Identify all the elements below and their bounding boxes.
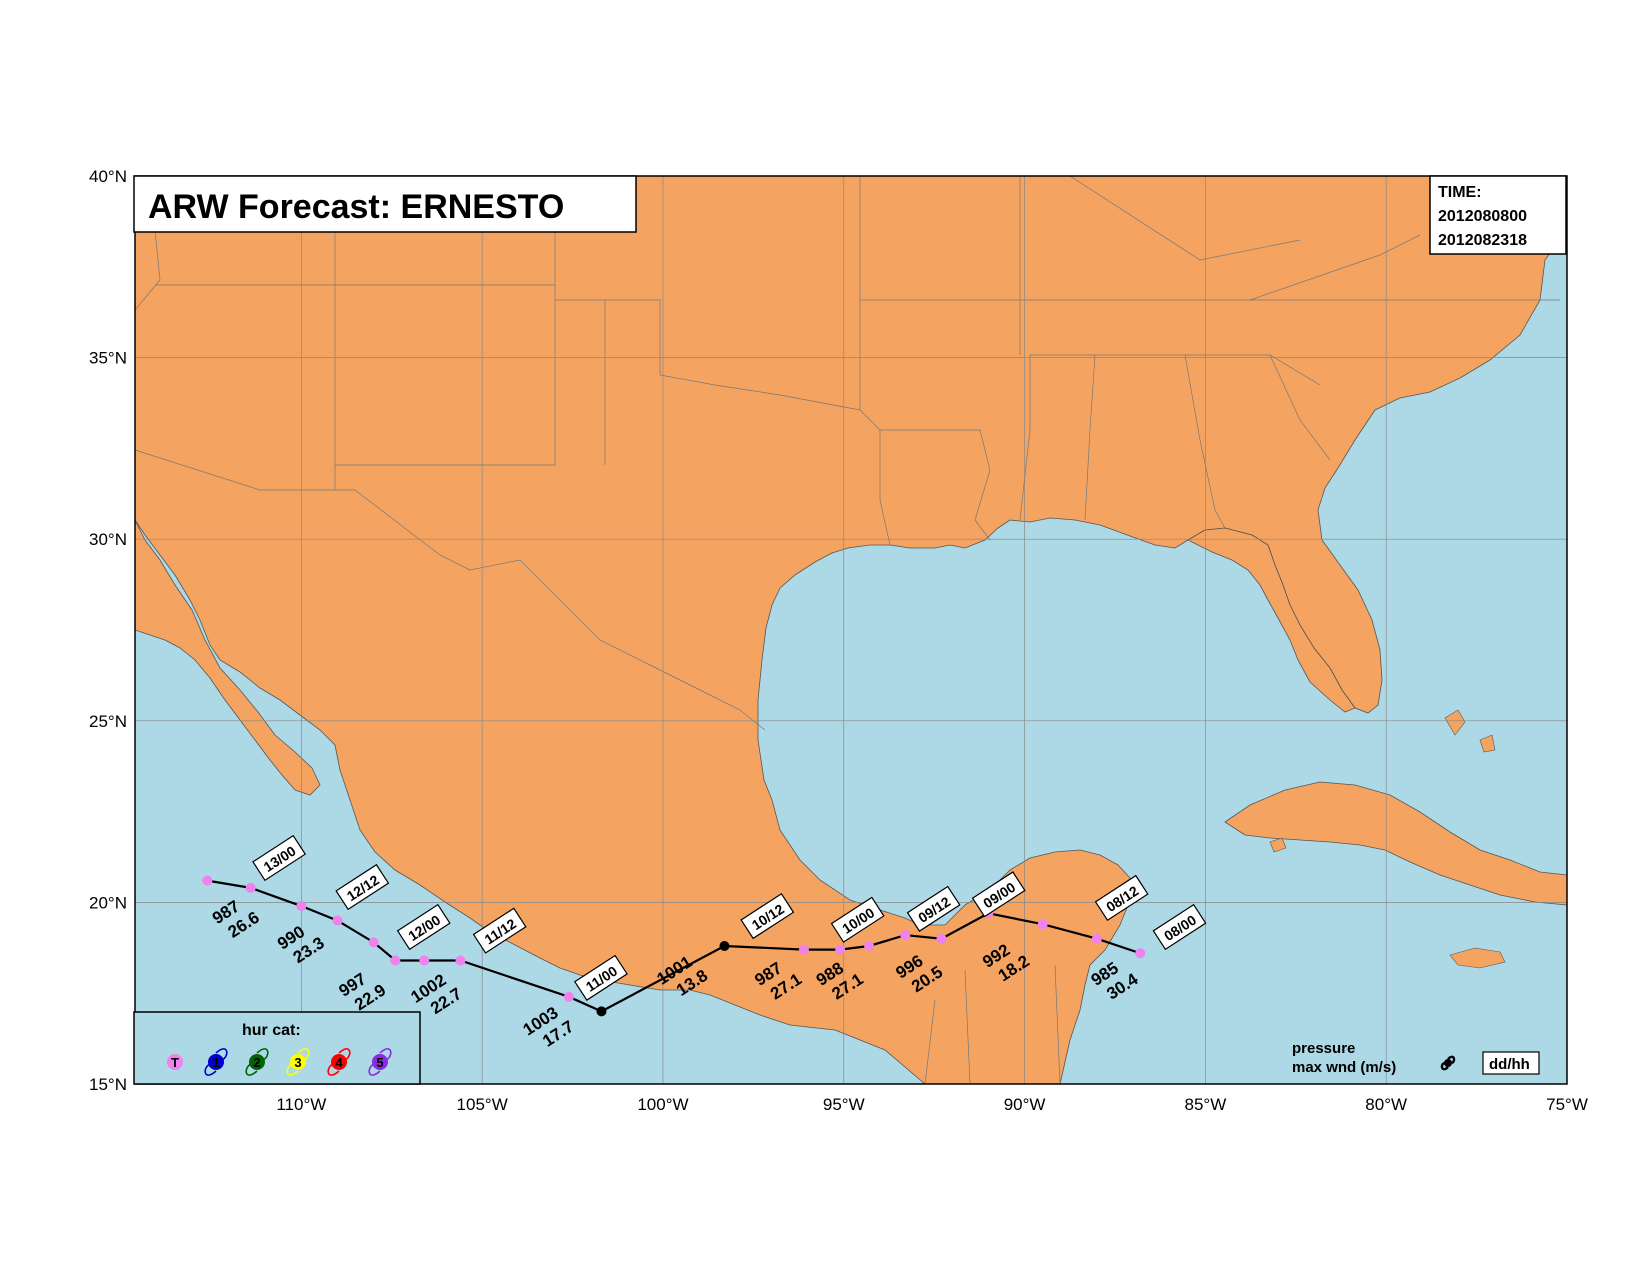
- time-start: 2012080800: [1438, 208, 1527, 225]
- lat-label: 35°N: [89, 349, 127, 368]
- hurricane-symbol-icon: [1440, 1055, 1456, 1071]
- legend-category-2: 2: [245, 1048, 269, 1076]
- land-florida: [1187, 527, 1356, 713]
- plot-frame: [134, 175, 1568, 1085]
- longitude-labels: 110°W 105°W 100°W 95°W 90°W 85°W 80°W 75°W: [276, 1095, 1588, 1114]
- lat-label: 20°N: [89, 893, 127, 912]
- low-point: [719, 940, 730, 951]
- lon-label: 80°W: [1365, 1095, 1407, 1114]
- land-isla-juventud: [1269, 837, 1287, 853]
- svg-text:5: 5: [376, 1055, 383, 1070]
- tropical-storm-point: [936, 933, 947, 944]
- key-wind: max wnd (m/s): [1292, 1059, 1396, 1076]
- date-tag: 08/00: [1152, 903, 1207, 951]
- lat-label: 40°N: [89, 167, 127, 186]
- tropical-storm-point: [1135, 948, 1146, 959]
- lon-label: 95°W: [823, 1095, 865, 1114]
- hurricane-category-legend: hur cat: T 1 2 3 4 5: [133, 1011, 421, 1085]
- svg-text:1: 1: [212, 1055, 219, 1070]
- tropical-storm-point: [1037, 919, 1048, 930]
- storm-track-points: [202, 875, 1146, 1017]
- tropical-storm-point: [368, 937, 379, 948]
- time-heading: TIME:: [1438, 184, 1482, 201]
- lat-label: 25°N: [89, 712, 127, 731]
- legend-title: hur cat:: [242, 1022, 301, 1039]
- legend-category-1: 1: [204, 1048, 228, 1076]
- lon-label: 85°W: [1185, 1095, 1227, 1114]
- lat-label: 15°N: [89, 1075, 127, 1094]
- lon-label: 100°W: [637, 1095, 688, 1114]
- lon-label: 110°W: [276, 1095, 326, 1114]
- lon-label: 105°W: [457, 1095, 508, 1114]
- tropical-storm-point: [563, 991, 574, 1002]
- land-cuba: [1224, 781, 1567, 906]
- svg-text:3: 3: [294, 1055, 301, 1070]
- label-key: pressure max wnd (m/s) dd/hh: [1292, 1040, 1540, 1076]
- svg-text:4: 4: [335, 1055, 343, 1070]
- tropical-storm-point: [390, 955, 401, 966]
- low-point: [596, 1006, 607, 1017]
- tropical-storm-point: [864, 940, 875, 951]
- tropical-storm-point: [202, 875, 213, 886]
- date-tag: 08/12: [1094, 874, 1149, 922]
- lon-label: 90°W: [1004, 1095, 1046, 1114]
- tropical-storm-point: [296, 901, 307, 912]
- tropical-storm-point: [245, 882, 256, 893]
- land-jamaica: [1449, 947, 1506, 969]
- time-end: 2012082318: [1438, 232, 1527, 249]
- land-north-america: [135, 176, 1567, 1084]
- tropical-storm-point: [900, 930, 911, 941]
- legend-category-4: 4: [327, 1048, 351, 1076]
- legend-category-3: 3: [286, 1048, 310, 1076]
- tropical-storm-point: [1091, 933, 1102, 944]
- legend-category-T: T: [167, 1054, 183, 1070]
- lon-label: 75°W: [1546, 1095, 1588, 1114]
- tropical-storm-point: [419, 955, 430, 966]
- key-pressure: pressure: [1292, 1040, 1355, 1057]
- key-date-format: dd/hh: [1489, 1056, 1530, 1073]
- latitude-labels: 40°N 35°N 30°N 25°N 20°N 15°N: [89, 167, 127, 1094]
- time-box: TIME: 2012080800 2012082318: [1429, 175, 1567, 255]
- lat-label: 30°N: [89, 530, 127, 549]
- tropical-storm-point: [455, 955, 466, 966]
- tropical-storm-point: [798, 944, 809, 955]
- tropical-storm-point: [332, 915, 343, 926]
- title-box: ARW Forecast: ERNESTO: [133, 175, 637, 233]
- tropical-storm-point: [835, 944, 846, 955]
- legend-category-5: 5: [368, 1048, 392, 1076]
- svg-text:2: 2: [253, 1055, 260, 1070]
- storm-track-line: [207, 879, 1141, 1013]
- map-title: ARW Forecast: ERNESTO: [148, 188, 564, 226]
- svg-text:T: T: [171, 1055, 179, 1070]
